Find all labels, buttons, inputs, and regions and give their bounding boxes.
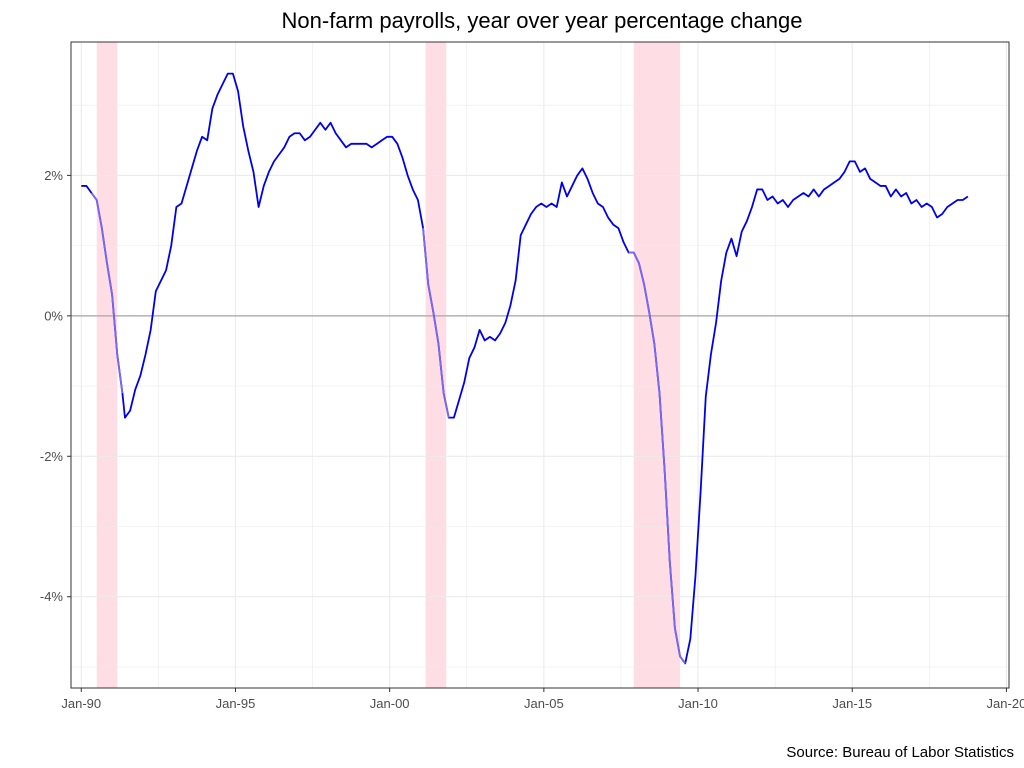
x-tick-label: Jan-15 <box>832 696 872 711</box>
payroll-line <box>81 72 969 665</box>
payroll-line-recession-segment-1 <box>90 192 124 394</box>
axes: 2% 0% -2% -4% Jan-90 Jan-95 Jan-00 Jan-05 Jan-10… <box>40 168 1024 711</box>
payroll-series <box>81 72 969 665</box>
y-tick-label: 2% <box>44 168 63 183</box>
y-tick-label: -4% <box>40 589 64 604</box>
payroll-line-recession-segment-2 <box>422 227 450 418</box>
x-tick-label: Jan-20 <box>987 696 1024 711</box>
recession-band-2 <box>425 42 447 688</box>
payroll-line-recession-segment-3 <box>628 251 686 664</box>
recession-band-1 <box>96 42 118 688</box>
x-tick-label: Jan-95 <box>216 696 256 711</box>
x-tick-label: Jan-10 <box>678 696 718 711</box>
gridlines <box>71 42 1009 688</box>
chart-title: Non-farm payrolls, year over year percen… <box>282 8 803 33</box>
x-tick-label: Jan-90 <box>61 696 101 711</box>
plot-panel-border <box>70 41 1010 689</box>
chart-caption: Source: Bureau of Labor Statistics <box>786 744 1014 761</box>
x-tick-label: Jan-05 <box>524 696 564 711</box>
x-tick-label: Jan-00 <box>370 696 410 711</box>
y-tick-label: -2% <box>40 449 64 464</box>
y-tick-label: 0% <box>44 308 63 323</box>
